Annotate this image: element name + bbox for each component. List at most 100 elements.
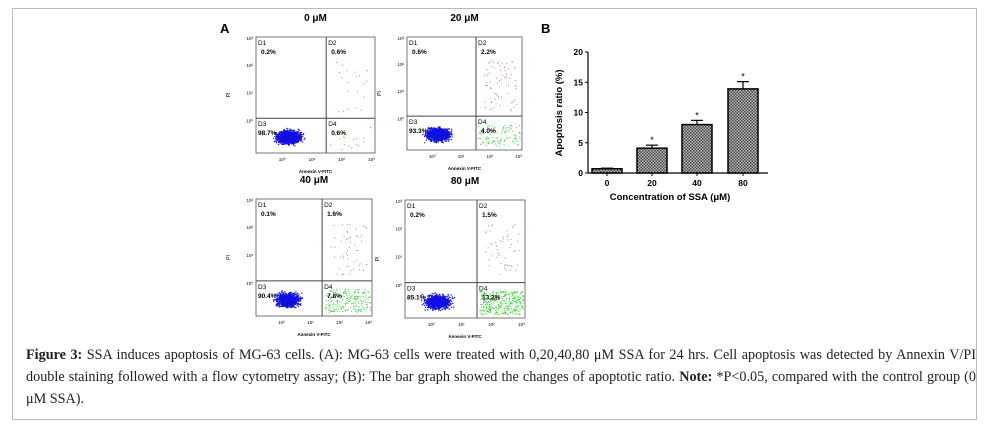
early-apoptotic-dot [499, 141, 501, 143]
viable-cell-dot [429, 127, 431, 130]
viable-cell-dot [299, 303, 302, 305]
viable-cell-dot [281, 301, 283, 303]
late-apoptotic-dot [355, 107, 357, 109]
late-apoptotic-dot [489, 81, 491, 83]
viable-cell-dot [285, 140, 288, 142]
viable-cell-dot [289, 138, 291, 140]
late-apoptotic-dot [500, 79, 502, 81]
viable-cell-dot [285, 134, 287, 136]
viable-cell-dot [442, 131, 444, 133]
viable-cell-dot [428, 136, 430, 138]
viable-cell-dot [286, 296, 288, 298]
early-apoptotic-dot [364, 292, 366, 294]
early-apoptotic-dot [486, 145, 488, 147]
viable-cell-dot [284, 135, 286, 137]
viable-cell-dot [284, 132, 286, 134]
viable-cell-dot [277, 301, 280, 303]
x-tick-label: 10³ [515, 154, 522, 159]
late-apoptotic-dot [497, 62, 499, 64]
viable-cell-dot [296, 297, 299, 300]
viable-cell-dot [447, 293, 449, 296]
early-apoptotic-dot [508, 145, 510, 147]
viable-cell-dot [282, 133, 284, 135]
viable-cell-dot [289, 296, 291, 299]
figure-frame [12, 8, 977, 420]
viable-cell-dot [280, 142, 282, 144]
viable-cell-dot [439, 134, 441, 136]
viable-cell-dot [443, 131, 445, 133]
viable-cell-dot [294, 293, 297, 295]
early-apoptotic-dot [343, 307, 345, 309]
viable-cell-dot [276, 142, 278, 144]
viable-cell-dot [436, 129, 438, 131]
viable-cell-dot [431, 292, 433, 295]
early-apoptotic-dot [500, 133, 502, 135]
early-apoptotic-dot [488, 128, 490, 130]
viable-cell-dot [282, 292, 284, 295]
viable-cell-dot [281, 134, 283, 136]
viable-cell-dot [440, 138, 442, 141]
viable-cell-dot [291, 294, 293, 296]
viable-cell-dot [279, 139, 281, 141]
viable-cell-dot [291, 133, 293, 135]
viable-cell-dot [445, 136, 447, 138]
late-apoptotic-dot [511, 61, 513, 63]
viable-cell-dot [284, 138, 286, 140]
late-apoptotic-dot [498, 80, 500, 82]
viable-cell-dot [439, 136, 441, 138]
viable-cell-dot [442, 135, 444, 137]
early-apoptotic-dot [327, 300, 329, 302]
early-apoptotic-dot [355, 311, 357, 313]
viable-cell-dot [282, 301, 284, 303]
early-apoptotic-dot [344, 309, 346, 311]
viable-cell-dot [299, 299, 302, 302]
viable-cell-dot [297, 298, 300, 300]
viable-cell-dot [434, 308, 436, 310]
viable-cell-dot [276, 293, 278, 295]
viable-cell-dot [283, 305, 285, 307]
viable-cell-dot [425, 139, 427, 141]
early-apoptotic-dot [491, 131, 493, 133]
viable-cell-dot [293, 301, 295, 304]
early-apoptotic-dot [366, 303, 368, 305]
early-apoptotic-dot [501, 131, 503, 133]
viable-cell-dot [288, 305, 290, 307]
viable-cell-dot [286, 130, 288, 132]
viable-cell-dot [276, 294, 278, 296]
viable-cell-dot [285, 300, 287, 302]
viable-cell-dot [283, 294, 285, 296]
viable-cell-dot [272, 299, 275, 301]
viable-cell-dot [426, 299, 428, 301]
viable-cell-dot [274, 299, 276, 301]
x-axis-label: Annexin V-FITC [448, 166, 482, 171]
viable-cell-dot [287, 302, 289, 305]
early-apoptotic-dot [358, 309, 360, 311]
early-apoptotic-dot [485, 124, 487, 126]
viable-cell-dot [286, 299, 288, 301]
viable-cell-dot [290, 131, 293, 133]
early-apoptotic-dot [519, 125, 521, 127]
viable-cell-dot [277, 303, 279, 305]
viable-cell-dot [291, 143, 293, 145]
early-apoptotic-dot [336, 288, 338, 290]
viable-cell-dot [450, 139, 453, 141]
late-apoptotic-dot [349, 273, 351, 275]
viable-cell-dot [288, 293, 290, 295]
viable-cell-dot [289, 140, 292, 142]
early-apoptotic-dot [329, 309, 331, 311]
late-apoptotic-dot [494, 93, 496, 95]
viable-cell-dot [291, 296, 294, 298]
viable-cell-dot [446, 136, 448, 139]
early-apoptotic-dot [365, 296, 367, 298]
viable-cell-dot [440, 137, 442, 139]
early-apoptotic-dot [340, 306, 342, 308]
viable-cell-dot [291, 137, 293, 139]
viable-cell-dot [428, 134, 430, 136]
viable-cell-dot [448, 134, 450, 136]
viable-cell-dot [430, 134, 432, 136]
late-apoptotic-dot [498, 86, 500, 88]
late-apoptotic-dot [347, 90, 349, 92]
early-apoptotic-dot [514, 134, 516, 136]
viable-cell-dot [425, 131, 427, 133]
late-apoptotic-dot [506, 63, 508, 65]
